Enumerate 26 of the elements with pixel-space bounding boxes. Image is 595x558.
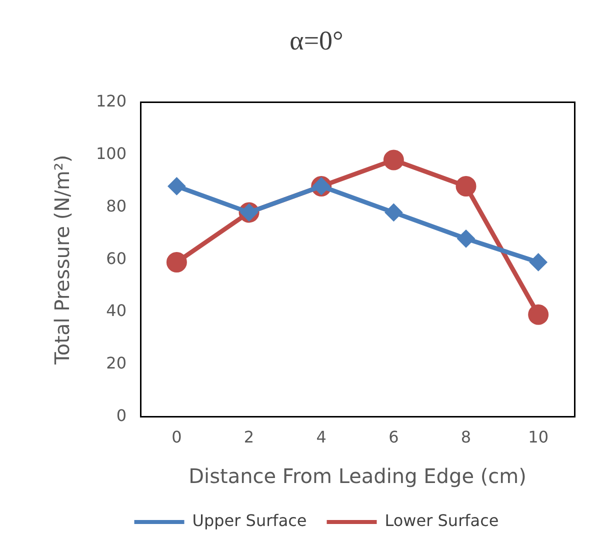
point bbox=[458, 230, 474, 247]
point bbox=[530, 254, 547, 270]
x-tick-label: 8 bbox=[460, 428, 472, 447]
y-tick-label: 40 bbox=[106, 301, 127, 320]
y-axis-title: Total Pressure (N/m²) bbox=[50, 154, 74, 366]
y-tick-label: 80 bbox=[106, 196, 127, 216]
x-tick-label: 6 bbox=[388, 428, 399, 447]
point bbox=[456, 176, 476, 196]
legend-label: Upper Surface bbox=[192, 511, 307, 530]
y-tick-label: 120 bbox=[96, 92, 127, 111]
legend-label: Lower Surface bbox=[384, 511, 499, 530]
y-tick-label: 100 bbox=[96, 144, 127, 163]
y-tick-label: 0 bbox=[116, 406, 127, 425]
x-tick-label: 10 bbox=[528, 428, 549, 447]
chart-title: α=0° bbox=[290, 25, 344, 56]
point bbox=[385, 204, 402, 221]
x-tick-label: 2 bbox=[244, 428, 254, 447]
point bbox=[168, 178, 185, 194]
x-tick-label: 0 bbox=[172, 428, 182, 447]
y-tick-label: 60 bbox=[106, 248, 127, 268]
x-axis-title: Distance From Leading Edge (cm) bbox=[188, 464, 526, 488]
point bbox=[528, 304, 549, 325]
point bbox=[383, 150, 404, 170]
x-tick-label: 4 bbox=[316, 428, 326, 447]
y-tick-label: 20 bbox=[106, 354, 127, 373]
point bbox=[166, 252, 187, 272]
